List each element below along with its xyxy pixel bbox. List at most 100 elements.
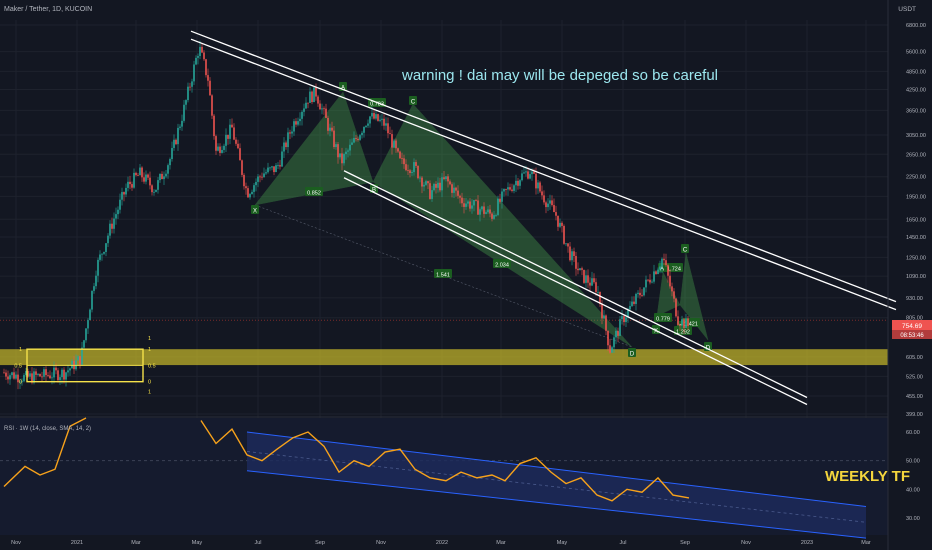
candle-body (449, 181, 451, 185)
price-tick-label: 6800.00 (906, 23, 926, 29)
fib-level-label: 0.5 (14, 363, 22, 369)
candle-body (471, 205, 473, 209)
candle-body (49, 375, 51, 379)
channel-lower-line[interactable] (343, 170, 808, 399)
candle-body (187, 86, 189, 101)
time-tick-label: Mar (131, 540, 141, 546)
candle-body (523, 172, 525, 174)
candle-body (623, 316, 625, 323)
candle-body (41, 376, 43, 378)
candle-body (235, 139, 237, 144)
candle-body (347, 150, 349, 152)
pattern-ratio-marker (493, 259, 511, 268)
candle-body (185, 100, 187, 105)
candle-body (377, 114, 379, 121)
candle-body (649, 279, 651, 283)
candle-body (565, 243, 567, 245)
candle-body (171, 147, 173, 160)
candle-body (611, 347, 613, 353)
candle-body (493, 215, 495, 219)
fib-level-label: 1 (19, 347, 22, 353)
time-tick-label: Nov (11, 540, 21, 546)
candle-body (447, 176, 449, 182)
candle-body (97, 259, 99, 276)
rsi-indicator (3, 417, 867, 539)
candle-body (105, 243, 107, 252)
time-tick-label: 2023 (801, 540, 813, 546)
candle-body (517, 180, 519, 186)
pattern-point-label: X (253, 209, 257, 215)
candle-body (567, 243, 569, 247)
support-zone-group (0, 319, 888, 366)
candle-body (91, 290, 93, 310)
candle-body (25, 371, 27, 376)
candle-body (221, 149, 223, 153)
countdown-badge (892, 330, 932, 339)
fib-box[interactable]: 1 0.5 0 1 1 0.5 0 1 (14, 336, 155, 395)
candle-body (5, 372, 7, 377)
candle-body (273, 166, 275, 173)
pattern-point-label: C (411, 100, 416, 106)
candle-body (399, 151, 401, 159)
candle-body (569, 246, 571, 261)
candle-body (371, 113, 373, 117)
candle-body (391, 134, 393, 148)
candle-body (557, 215, 559, 227)
candle-body (319, 103, 321, 110)
candle-body (429, 183, 431, 199)
countdown-label: 08:53:46 (900, 333, 924, 339)
candle-body (285, 142, 287, 148)
candle-body (665, 260, 667, 266)
candle-body (7, 376, 9, 380)
candle-body (509, 187, 511, 190)
pattern-ratio-label: 1.421 (684, 322, 698, 328)
candle-body (77, 356, 79, 361)
price-tick-label: 1090.00 (906, 274, 926, 280)
candle-body (291, 131, 293, 134)
candle-body (589, 282, 591, 286)
candle-body (671, 286, 673, 292)
candle-body (519, 180, 521, 186)
candle-body (119, 199, 121, 210)
candle-body (571, 251, 573, 261)
candle-body (27, 371, 29, 377)
time-tick-label: May (557, 540, 568, 546)
time-tick-label: Mar (496, 540, 506, 546)
channel-lower-line[interactable] (343, 177, 808, 406)
candle-body (281, 151, 283, 167)
candle-body (255, 181, 257, 186)
candle-body (365, 125, 367, 127)
candle-body (71, 360, 73, 369)
candle-body (549, 200, 551, 204)
candle-body (679, 324, 681, 326)
price-tick-label: 525.00 (906, 374, 923, 380)
warning-annotation[interactable]: warning ! dai may will be depeged so be … (401, 67, 718, 84)
candle-body (167, 165, 169, 174)
candle-body (409, 170, 411, 173)
candle-body (267, 167, 269, 173)
candle-body (189, 86, 191, 88)
price-tick-label: 455.00 (906, 394, 923, 400)
candle-body (463, 203, 465, 207)
candle-body (109, 223, 111, 236)
candle-body (227, 134, 229, 139)
candle-body (431, 190, 433, 199)
candle-body (345, 151, 347, 155)
rsi-line (3, 417, 87, 487)
candle-body (67, 370, 69, 373)
candle-body (335, 144, 337, 148)
price-channel[interactable] (190, 30, 897, 406)
channel-upper-line[interactable] (190, 30, 897, 303)
support-zone (0, 349, 888, 366)
weekly-tf-annotation[interactable]: WEEKLY TF (825, 468, 910, 485)
candle-body (659, 266, 661, 270)
price-tick-label: 2250.00 (906, 175, 926, 181)
candle-body (325, 108, 327, 118)
candle-body (287, 132, 289, 148)
candle-body (157, 180, 159, 190)
candle-body (83, 340, 85, 348)
channel-upper-line[interactable] (190, 38, 897, 311)
pattern-ratio-label: 1.724 (667, 267, 681, 273)
candle-body (133, 172, 135, 188)
